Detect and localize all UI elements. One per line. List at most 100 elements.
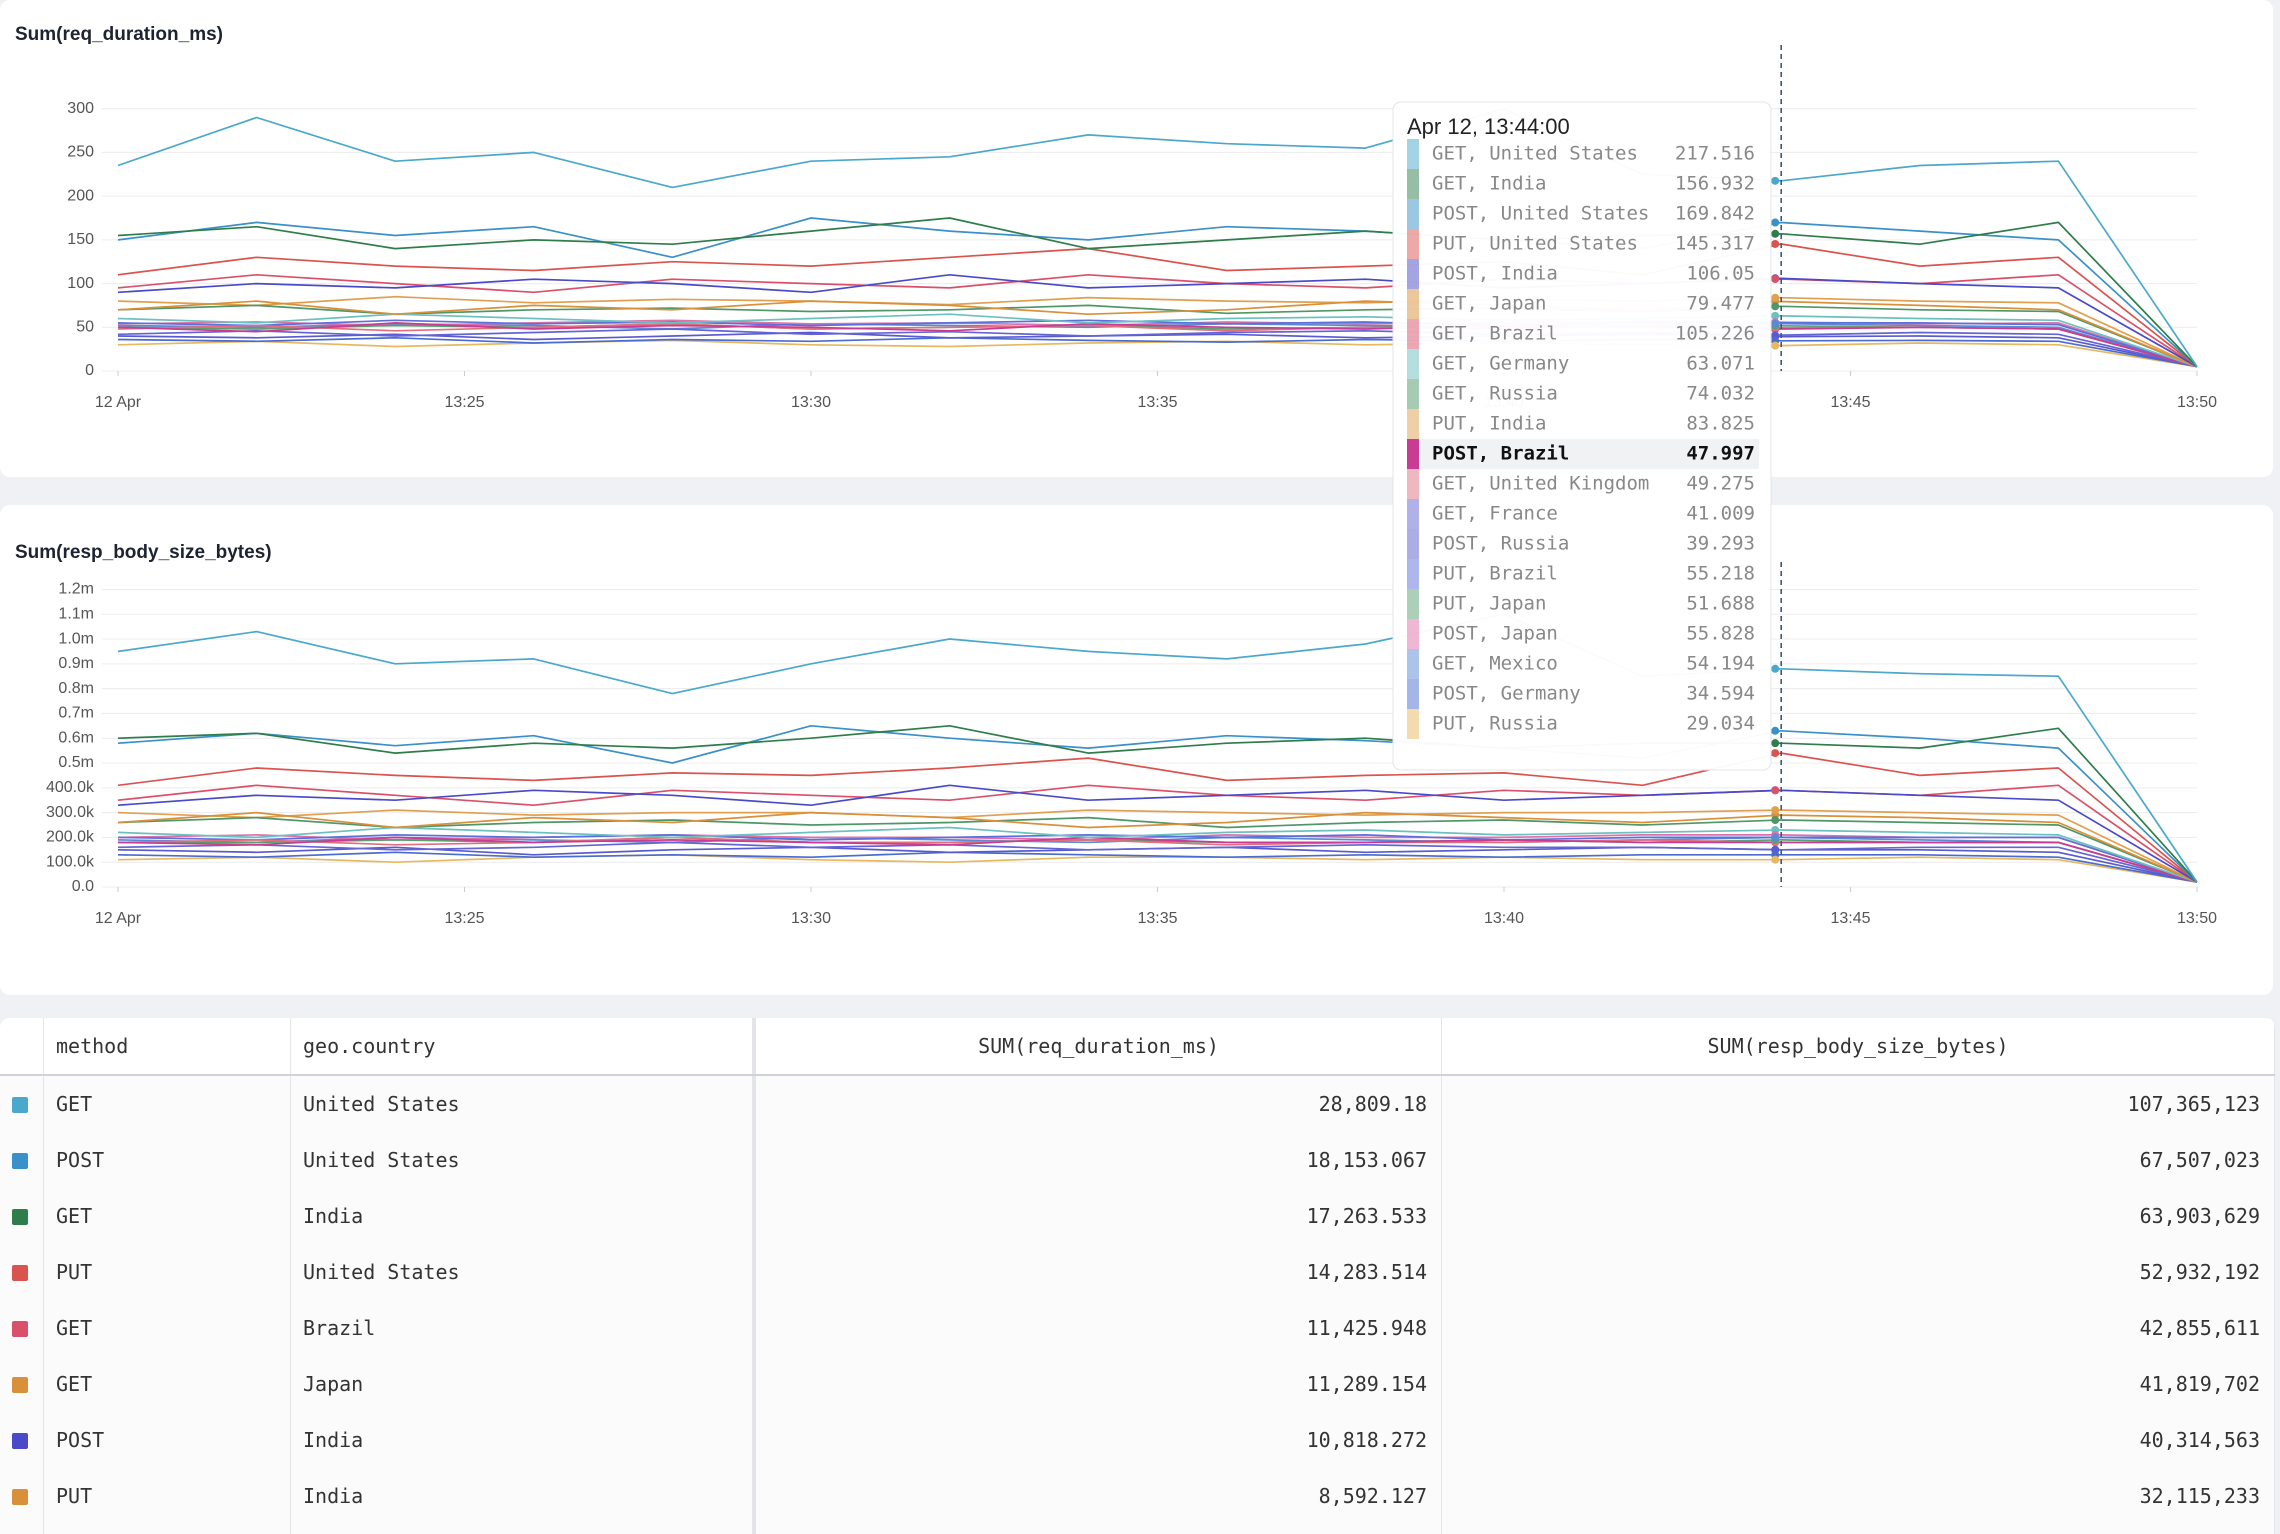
hover-dot	[1771, 749, 1780, 758]
table-cell: 17,263.533	[756, 1188, 1442, 1244]
hover-dot	[1771, 664, 1780, 673]
table-cell: PUT	[44, 1244, 291, 1300]
plot-layer: Sum(req_duration_ms) 0 50 100 150 200 250 300 12…	[15, 24, 2217, 927]
y-tick-label: 0.5m	[58, 754, 94, 771]
tooltip-series: GET, France	[1432, 503, 1558, 525]
y-tick-label: 300.0k	[46, 804, 95, 821]
hover-dot	[1771, 739, 1780, 748]
series-line	[117, 613, 2198, 883]
series-line	[117, 322, 2198, 368]
column-header: SUM(resp_body_size_bytes)	[1442, 1018, 2275, 1074]
color-swatch	[12, 1209, 28, 1225]
table-row: PUT United States 14,283.514 52,932,192	[0, 1244, 2275, 1301]
hover-dot	[1771, 726, 1780, 735]
tooltip-swatch	[1407, 589, 1419, 619]
tooltip-value: 47.997	[1686, 443, 1755, 465]
table-cell: 18,153.067	[756, 1132, 1442, 1188]
tooltip-value: 105.226	[1675, 323, 1755, 345]
x-tick-label: 13:45	[1830, 910, 1870, 927]
tooltip-series: PUT, India	[1432, 413, 1546, 435]
table-cell	[44, 1524, 291, 1534]
series-line	[117, 809, 2198, 883]
series-line	[117, 328, 2198, 368]
tooltip-series: POST, United States	[1432, 203, 1649, 225]
swatch-cell	[0, 1188, 44, 1244]
table-cell: India	[291, 1468, 756, 1524]
table-cell: POST	[44, 1412, 291, 1468]
y-tick-label: 400.0k	[46, 779, 95, 796]
tooltip-series: GET, United States	[1432, 143, 1638, 165]
series-line	[117, 243, 2198, 368]
table-cell: United States	[291, 1244, 756, 1300]
tooltip-highlight	[1407, 439, 1759, 469]
y-tick-label: 1.2m	[58, 581, 94, 598]
series-line	[117, 336, 2198, 368]
tooltip-series: GET, Germany	[1432, 353, 1569, 375]
y-tick-label: 100.0k	[46, 853, 95, 870]
column-header: method	[44, 1018, 291, 1074]
y-tick-label: 1.1m	[58, 605, 94, 622]
table-cell: India	[291, 1412, 756, 1468]
table-cell: 11,289.154	[756, 1356, 1442, 1412]
swatch-cell	[0, 1412, 44, 1468]
tooltip-value: 49.275	[1686, 473, 1755, 495]
swatch-cell	[0, 1356, 44, 1412]
hover-dot	[1771, 341, 1780, 350]
tooltip-series: GET, Japan	[1432, 293, 1546, 315]
tooltip-value: 106.05	[1686, 263, 1755, 285]
y-tick-label: 0.7m	[58, 705, 94, 722]
hover-dot	[1771, 239, 1780, 248]
swatch-cell	[0, 1300, 44, 1356]
x-tick-label: 13:30	[791, 910, 831, 927]
series-line	[117, 816, 2198, 883]
tooltip-swatch	[1407, 259, 1419, 289]
hover-dot	[1771, 806, 1780, 815]
tooltip-series: POST, Japan	[1432, 623, 1558, 645]
color-swatch	[12, 1433, 28, 1449]
table-cell	[1442, 1524, 2275, 1534]
x-tick-label: 13:25	[444, 394, 484, 411]
table-cell: PUT	[44, 1468, 291, 1524]
tooltip-series: GET, Brazil	[1432, 323, 1558, 345]
tooltip-value: 79.477	[1686, 293, 1755, 315]
series-line	[117, 304, 2198, 368]
x-tick-label: 12 Apr	[95, 910, 142, 927]
table-cell: India	[291, 1188, 756, 1244]
series-line	[117, 313, 2198, 368]
series-line	[117, 339, 2198, 368]
table-row	[0, 1524, 2275, 1534]
y-tick-label: 300	[67, 100, 94, 117]
chart-title: Sum(resp_body_size_bytes)	[15, 542, 272, 563]
series-line	[117, 834, 2198, 883]
column-header: geo.country	[291, 1018, 756, 1074]
tooltip-swatch	[1407, 379, 1419, 409]
series-line	[117, 724, 2198, 883]
hover-dot	[1771, 311, 1780, 320]
hover-dot	[1771, 293, 1780, 302]
x-tick-label: 12 Apr	[95, 394, 142, 411]
series-line	[117, 841, 2198, 883]
x-tick-label: 13:25	[444, 910, 484, 927]
header-row: method geo.country SUM(req_duration_ms) SUM…	[0, 1018, 2275, 1076]
hover-dot	[1771, 816, 1780, 825]
series-line	[118, 836, 2198, 883]
x-tick-label: 13:35	[1137, 394, 1177, 411]
swatch-cell	[0, 1132, 44, 1188]
column-header: SUM(req_duration_ms)	[756, 1018, 1442, 1074]
tooltip-series: PUT, Brazil	[1432, 563, 1558, 585]
tooltip-swatch	[1407, 229, 1419, 259]
series-line	[117, 752, 2198, 883]
x-tick-label: 13:50	[2177, 910, 2217, 927]
tooltip-value: 29.034	[1686, 713, 1755, 735]
y-tick-label: 50	[76, 319, 94, 336]
series-line	[117, 724, 2198, 883]
tooltip-series: PUT, United States	[1432, 233, 1638, 255]
tooltip-swatch	[1407, 139, 1419, 169]
swatch-cell	[0, 1076, 44, 1132]
tooltip-swatch	[1407, 679, 1419, 709]
tooltip-value: 54.194	[1686, 653, 1755, 675]
table-cell	[756, 1524, 1442, 1534]
tooltip-swatch	[1407, 289, 1419, 319]
tooltip-value: 156.932	[1675, 173, 1755, 195]
series-line	[117, 834, 2198, 883]
